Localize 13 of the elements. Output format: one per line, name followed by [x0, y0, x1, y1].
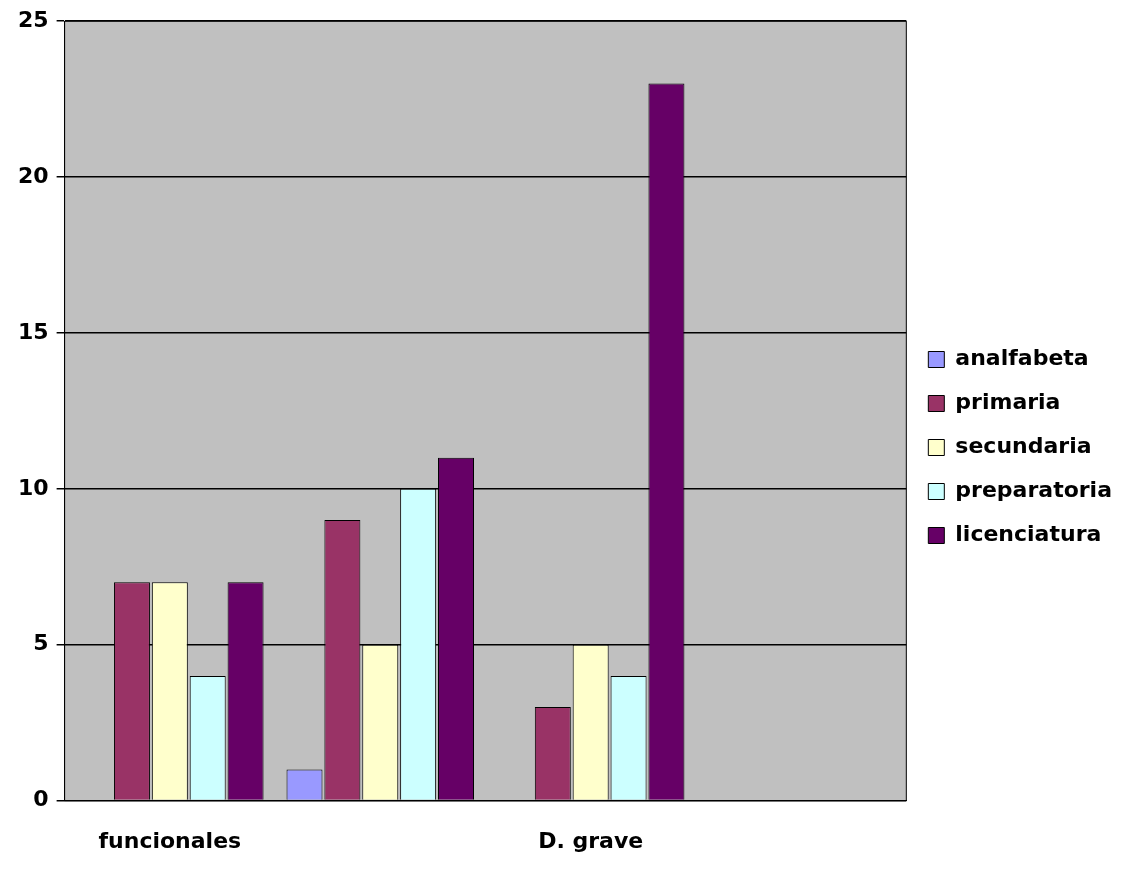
- y-tick-label: 5: [33, 630, 49, 656]
- y-tick-label: 20: [17, 162, 49, 188]
- x-tick-label: funcionales: [98, 827, 242, 853]
- x-tick-label: D. grave: [538, 827, 644, 853]
- legend-label: analfabeta: [955, 345, 1089, 371]
- y-tick-label: 25: [17, 6, 49, 32]
- legend-label: preparatoria: [955, 477, 1113, 503]
- y-tick-label: 0: [33, 786, 49, 812]
- y-tick-label: 15: [17, 318, 49, 344]
- legend-label: licenciatura: [955, 521, 1102, 547]
- y-tick-label: 10: [17, 474, 49, 500]
- legend-label: primaria: [955, 389, 1061, 415]
- legend-label: secundaria: [955, 433, 1092, 459]
